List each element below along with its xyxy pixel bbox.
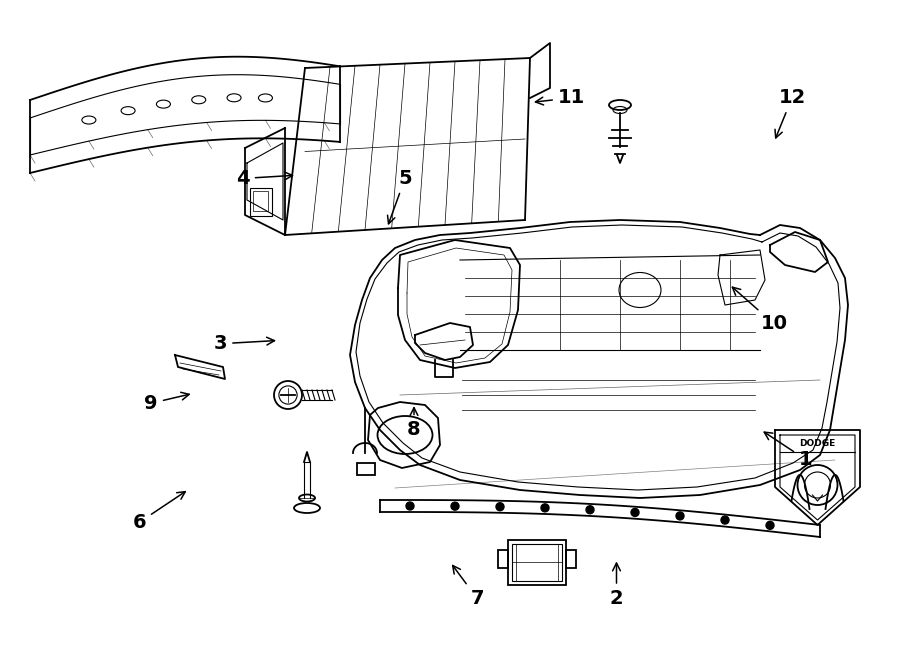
Text: DODGE: DODGE (799, 440, 835, 449)
Text: 2: 2 (609, 563, 624, 607)
Circle shape (451, 502, 459, 510)
Text: 1: 1 (764, 432, 813, 469)
Bar (253, 191, 268, 211)
Text: 10: 10 (733, 287, 788, 333)
Text: 12: 12 (775, 89, 806, 138)
Circle shape (541, 504, 549, 512)
Circle shape (721, 516, 729, 524)
Text: 7: 7 (453, 565, 484, 607)
Bar (357, 463, 375, 475)
Text: 8: 8 (407, 408, 421, 439)
Text: 9: 9 (145, 393, 189, 412)
Bar (566, 550, 576, 568)
Circle shape (586, 506, 594, 514)
Text: 4: 4 (236, 169, 292, 188)
Bar (508, 540, 566, 585)
Circle shape (631, 508, 639, 516)
Bar (512, 544, 562, 581)
Bar (250, 188, 272, 216)
Circle shape (496, 503, 504, 511)
Text: 11: 11 (536, 89, 585, 107)
Text: 6: 6 (132, 492, 185, 531)
Circle shape (406, 502, 414, 510)
Bar (498, 550, 508, 568)
Circle shape (766, 522, 774, 529)
Circle shape (676, 512, 684, 520)
Text: 5: 5 (388, 169, 412, 224)
Text: 3: 3 (214, 334, 274, 353)
